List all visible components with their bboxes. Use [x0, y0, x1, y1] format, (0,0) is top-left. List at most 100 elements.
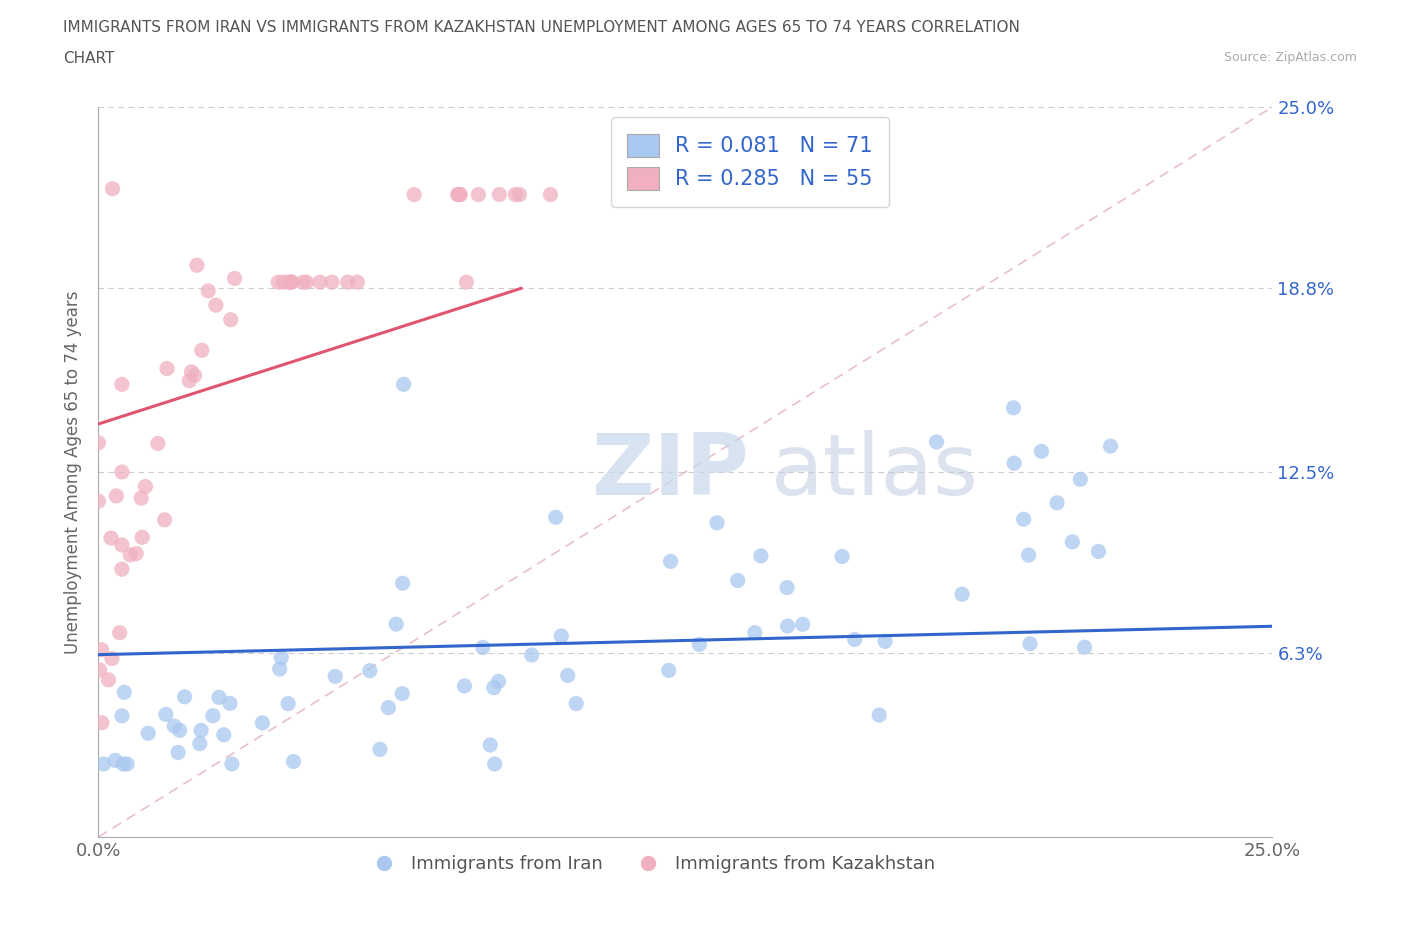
Point	[112, 684, 135, 699]
Point	[153, 512, 176, 527]
Point	[146, 436, 169, 451]
Point	[179, 373, 201, 388]
Point	[87, 494, 110, 509]
Point	[90, 643, 112, 658]
Point	[447, 187, 470, 202]
Point	[508, 187, 530, 202]
Point	[727, 573, 749, 588]
Point	[155, 707, 177, 722]
Point	[283, 754, 305, 769]
Point	[456, 274, 478, 289]
Point	[270, 650, 292, 665]
Point	[125, 546, 148, 561]
Point	[134, 479, 156, 494]
Point	[212, 727, 235, 742]
Point	[100, 531, 122, 546]
Point	[252, 715, 274, 730]
Point	[544, 510, 567, 525]
Point	[93, 757, 115, 772]
Point	[131, 530, 153, 545]
Point	[1018, 548, 1040, 563]
Point	[391, 686, 413, 701]
Y-axis label: Unemployment Among Ages 65 to 74 years: Unemployment Among Ages 65 to 74 years	[63, 290, 82, 654]
Point	[115, 757, 138, 772]
Point	[520, 647, 543, 662]
Point	[1062, 535, 1084, 550]
Point	[167, 745, 190, 760]
Point	[1002, 401, 1025, 416]
Point	[278, 274, 301, 289]
Point	[111, 377, 134, 392]
Point	[111, 562, 134, 577]
Point	[201, 709, 224, 724]
Point	[1046, 496, 1069, 511]
Point	[120, 548, 142, 563]
Point	[219, 312, 242, 327]
Point	[404, 187, 426, 202]
Point	[208, 690, 231, 705]
Point	[453, 679, 475, 694]
Point	[488, 187, 510, 202]
Point	[97, 672, 120, 687]
Point	[385, 617, 408, 631]
Point	[505, 187, 527, 202]
Text: IMMIGRANTS FROM IRAN VS IMMIGRANTS FROM KAZAKHSTAN UNEMPLOYMENT AMONG AGES 65 TO: IMMIGRANTS FROM IRAN VS IMMIGRANTS FROM …	[63, 20, 1021, 35]
Point	[1099, 439, 1122, 454]
Point	[377, 700, 399, 715]
Point	[482, 680, 505, 695]
Point	[295, 274, 318, 289]
Point	[183, 368, 205, 383]
Point	[112, 757, 135, 772]
Point	[281, 274, 304, 289]
Point	[163, 719, 186, 734]
Text: Source: ZipAtlas.com: Source: ZipAtlas.com	[1223, 51, 1357, 64]
Point	[449, 187, 471, 202]
Point	[267, 274, 290, 289]
Text: ZIP: ZIP	[592, 431, 749, 513]
Point	[447, 187, 470, 202]
Point	[336, 274, 359, 289]
Point	[1002, 456, 1025, 471]
Point	[868, 708, 890, 723]
Point	[467, 187, 489, 202]
Point	[484, 757, 506, 772]
Point	[190, 723, 212, 737]
Point	[557, 668, 579, 683]
Point	[173, 689, 195, 704]
Point	[565, 697, 588, 711]
Point	[280, 274, 302, 289]
Point	[309, 274, 332, 289]
Point	[105, 488, 128, 503]
Point	[950, 587, 973, 602]
Point	[479, 737, 502, 752]
Point	[550, 629, 572, 644]
Point	[844, 632, 866, 647]
Point	[129, 491, 152, 506]
Point	[749, 549, 772, 564]
Point	[368, 742, 391, 757]
Point	[136, 726, 159, 741]
Point	[321, 274, 343, 289]
Point	[111, 465, 134, 480]
Point	[776, 580, 799, 595]
Point	[188, 737, 211, 751]
Point	[1019, 636, 1042, 651]
Point	[191, 343, 214, 358]
Point	[224, 271, 246, 286]
Point	[873, 634, 896, 649]
Point	[831, 549, 853, 564]
Point	[659, 554, 682, 569]
Point	[706, 515, 728, 530]
Point	[221, 757, 243, 772]
Point	[111, 709, 134, 724]
Point	[101, 181, 124, 196]
Point	[392, 377, 415, 392]
Point	[538, 187, 561, 202]
Point	[87, 435, 110, 450]
Point	[346, 274, 368, 289]
Point	[108, 625, 131, 640]
Point	[391, 576, 413, 591]
Point	[1069, 472, 1091, 486]
Point	[89, 662, 111, 677]
Point	[280, 274, 302, 289]
